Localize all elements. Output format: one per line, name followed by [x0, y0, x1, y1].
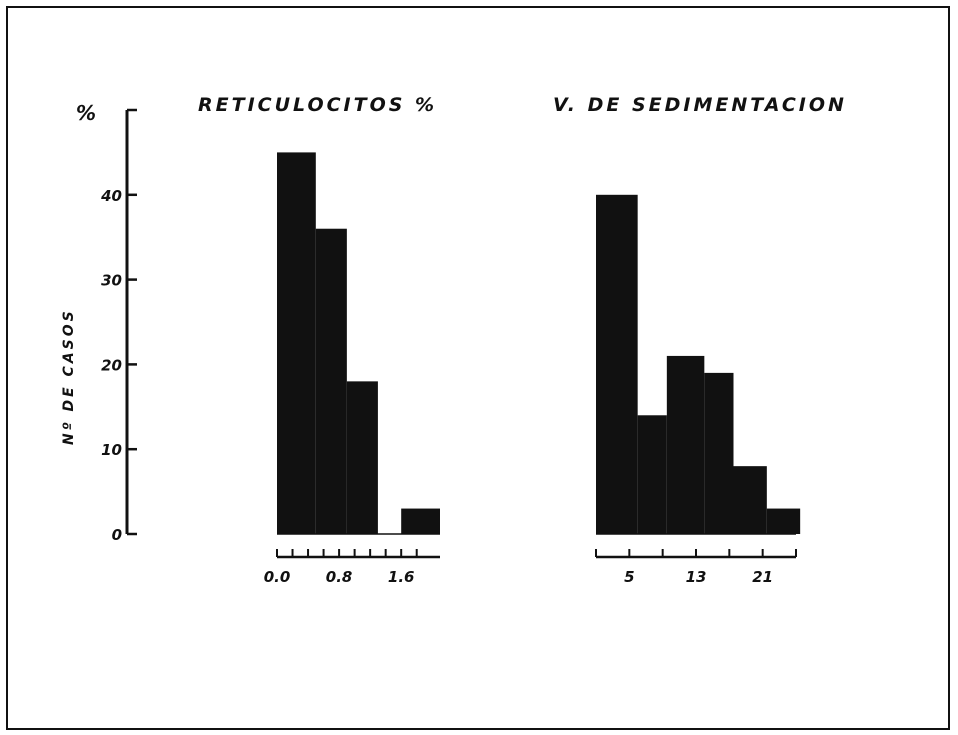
histogram-bar — [315, 228, 347, 534]
histogram-bar — [666, 355, 705, 534]
x-tick-label: 0.0 — [264, 568, 291, 586]
x-tick-label: 13 — [686, 568, 707, 586]
y-tick-label: 30 — [101, 272, 122, 290]
y-tick-label: 20 — [101, 356, 122, 374]
histogram-reticulocitos: 0.0 0.8 1.6 — [264, 152, 440, 586]
histogram-bar — [596, 194, 638, 535]
y-unit-label: % — [76, 101, 96, 125]
y-tick-label: 0 — [112, 526, 122, 544]
histogram-bar — [704, 372, 734, 534]
histogram-bar — [401, 508, 440, 534]
histogram-bar — [346, 381, 378, 534]
chart-title-sedimentacion: V. DE SEDIMENTACION — [553, 94, 847, 116]
histogram-bar — [277, 152, 316, 534]
histogram-bar — [733, 466, 767, 534]
x-tick-label: 21 — [752, 568, 773, 586]
chart-title-reticulocitos: RETICULOCITOS % — [198, 94, 437, 116]
histogram-bar — [637, 415, 667, 534]
y-tick-label: 10 — [101, 441, 122, 459]
histogram-sedimentacion: 5 13 21 — [595, 194, 801, 586]
x-tick-label: 1.6 — [388, 568, 415, 586]
figure-frame — [6, 6, 950, 730]
x-tick-label: 0.8 — [326, 568, 353, 586]
histogram-bar — [766, 508, 801, 534]
y-tick-label: 40 — [100, 187, 122, 205]
x-tick-label: 5 — [624, 568, 634, 586]
y-axis: 0 10 20 30 40 — [100, 108, 137, 544]
y-axis-label: Nº DE CASOS — [61, 308, 77, 445]
